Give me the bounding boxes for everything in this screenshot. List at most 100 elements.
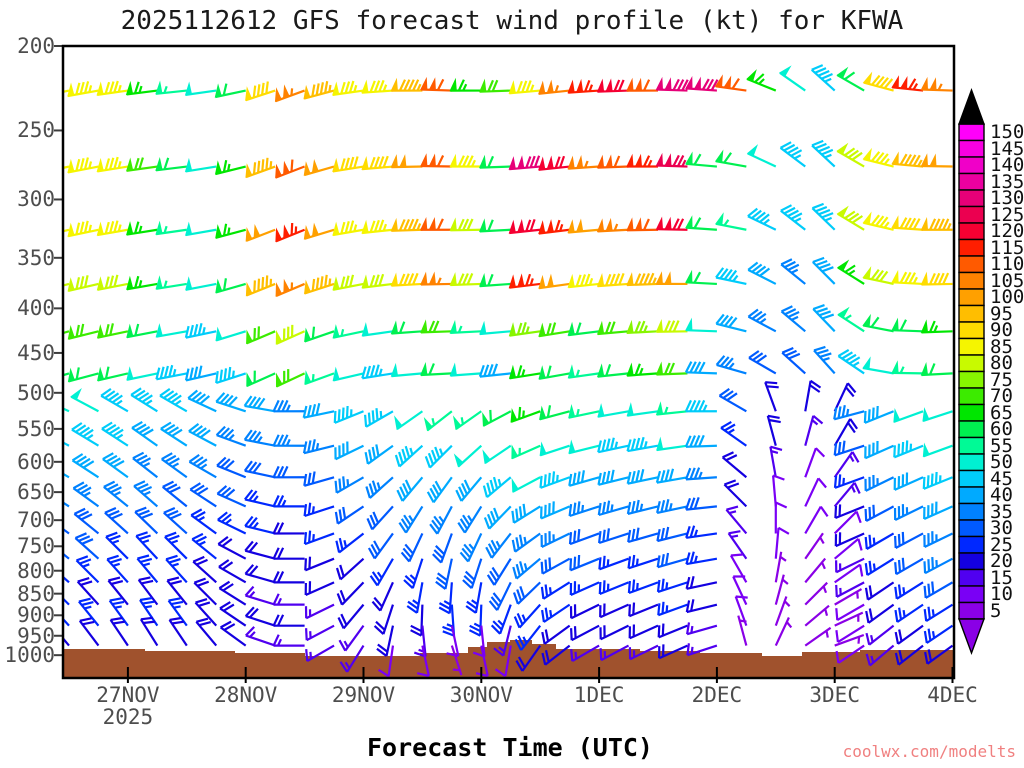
- wind-barb: [304, 556, 335, 572]
- wind-barb-flag: [546, 79, 554, 94]
- colorbar-segment: [958, 519, 985, 538]
- wind-barb: [156, 280, 187, 290]
- wind-barb-flag: [399, 154, 407, 168]
- wind-barb: [684, 361, 717, 375]
- wind-barb-flag: [626, 153, 634, 167]
- colorbar-tick-label: 105: [990, 269, 1024, 292]
- wind-barb: [361, 219, 394, 235]
- wind-barb: [136, 554, 159, 584]
- wind-barb: [598, 555, 629, 571]
- wind-barb-flag: [920, 319, 929, 333]
- wind-barb-flag: [39, 162, 45, 174]
- wind-barb: [834, 588, 863, 606]
- wind-barb: [459, 532, 483, 563]
- wind-barb: [568, 160, 600, 170]
- pressure-tick-label: 300: [17, 187, 55, 212]
- wind-barb: [836, 71, 865, 92]
- wind-barb: [217, 511, 247, 535]
- wind-barb: [126, 221, 158, 236]
- wind-barb: [391, 165, 423, 169]
- wind-barb: [105, 531, 129, 560]
- wind-barb: [442, 604, 456, 637]
- wind-barb: [539, 444, 570, 457]
- wind-barb-flag: [428, 153, 436, 167]
- colorbar-tick-label: 85: [990, 335, 1013, 358]
- wind-barb: [455, 410, 482, 431]
- wind-barb-flag: [634, 217, 643, 231]
- wind-barb: [865, 603, 895, 624]
- wind-barb: [833, 440, 865, 457]
- wind-barb-flag: [891, 317, 899, 331]
- wind-barb: [893, 504, 924, 521]
- wind-barb-flag: [655, 216, 664, 230]
- wind-barb: [834, 532, 865, 548]
- wind-barb: [479, 273, 511, 288]
- wind-barb: [244, 540, 276, 560]
- wind-barb: [68, 367, 99, 383]
- wind-barb: [568, 444, 600, 455]
- wind-barb: [455, 476, 483, 502]
- wind-barb: [863, 151, 894, 168]
- wind-barb: [490, 604, 512, 635]
- wind-barb: [104, 506, 129, 535]
- wind-barb: [304, 581, 335, 597]
- wind-barb-flag: [390, 217, 398, 232]
- wind-barb: [833, 474, 865, 489]
- wind-barb: [656, 499, 688, 514]
- wind-barb: [97, 220, 129, 237]
- wind-barb: [106, 554, 129, 584]
- pressure-tick-label: 800: [17, 558, 55, 583]
- colorbar-segment: [958, 337, 985, 356]
- wind-barb: [334, 505, 365, 525]
- wind-barb: [568, 501, 600, 518]
- wind-barb: [715, 78, 747, 92]
- date-tick-label: 27NOV: [96, 683, 160, 707]
- wind-barb: [804, 604, 830, 627]
- wind-barb: [245, 157, 276, 179]
- wind-barb: [188, 454, 217, 479]
- wind-barb: [219, 620, 247, 647]
- wind-barb: [362, 330, 394, 337]
- wind-barb: [747, 152, 777, 168]
- wind-barb: [597, 79, 629, 93]
- wind-barb: [779, 141, 806, 168]
- wind-barb: [511, 532, 541, 553]
- wind-barb: [658, 644, 688, 660]
- wind-barb: [335, 532, 365, 554]
- wind-barb: [774, 551, 787, 583]
- colorbar-tick-label: 95: [990, 302, 1013, 325]
- wind-barb: [568, 470, 600, 487]
- wind-barb: [336, 581, 365, 606]
- wind-barb: [804, 532, 825, 560]
- pressure-tick-label: 650: [17, 480, 55, 505]
- wind-barb-flag: [390, 77, 398, 92]
- wind-barb: [245, 626, 276, 647]
- wind-barb: [747, 261, 777, 285]
- colorbar-tick-label: 125: [990, 203, 1024, 226]
- wind-barb: [245, 275, 276, 297]
- wind-barb: [597, 364, 629, 378]
- wind-barb: [376, 625, 395, 657]
- wind-barb: [438, 582, 453, 615]
- wind-barb: [921, 83, 953, 92]
- date-tick-label: 29NOV: [331, 683, 396, 707]
- wind-barb: [426, 476, 453, 504]
- x-axis-title: Forecast Time (UTC): [367, 733, 653, 762]
- wind-barb: [834, 633, 865, 647]
- wind-barb-flag: [420, 271, 428, 286]
- wind-barb: [365, 476, 394, 499]
- wind-barb: [804, 379, 822, 412]
- wind-barb: [626, 79, 659, 92]
- wind-barb: [303, 530, 335, 546]
- wind-barb: [215, 223, 246, 239]
- wind-barb: [656, 218, 688, 231]
- wind-barb-flag: [420, 76, 428, 91]
- colorbar-tick-label: 60: [990, 418, 1013, 441]
- wind-barb: [627, 527, 659, 544]
- wind-barb: [924, 644, 953, 665]
- wind-barb: [864, 440, 895, 460]
- wind-barb: [184, 323, 217, 339]
- wind-barb-flag: [596, 218, 605, 232]
- wind-barb: [64, 637, 70, 647]
- wind-barb: [371, 581, 394, 612]
